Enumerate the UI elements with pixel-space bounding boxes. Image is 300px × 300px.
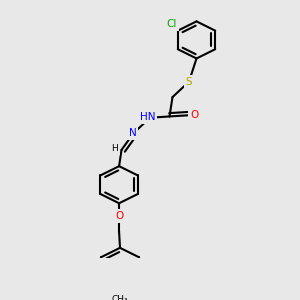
Text: O: O <box>115 211 123 221</box>
Text: H: H <box>112 144 118 153</box>
Text: S: S <box>186 77 192 87</box>
Text: O: O <box>190 110 198 120</box>
Text: Cl: Cl <box>167 19 177 29</box>
Text: N: N <box>129 128 136 138</box>
Text: HN: HN <box>140 112 155 122</box>
Text: CH₃: CH₃ <box>112 296 128 300</box>
